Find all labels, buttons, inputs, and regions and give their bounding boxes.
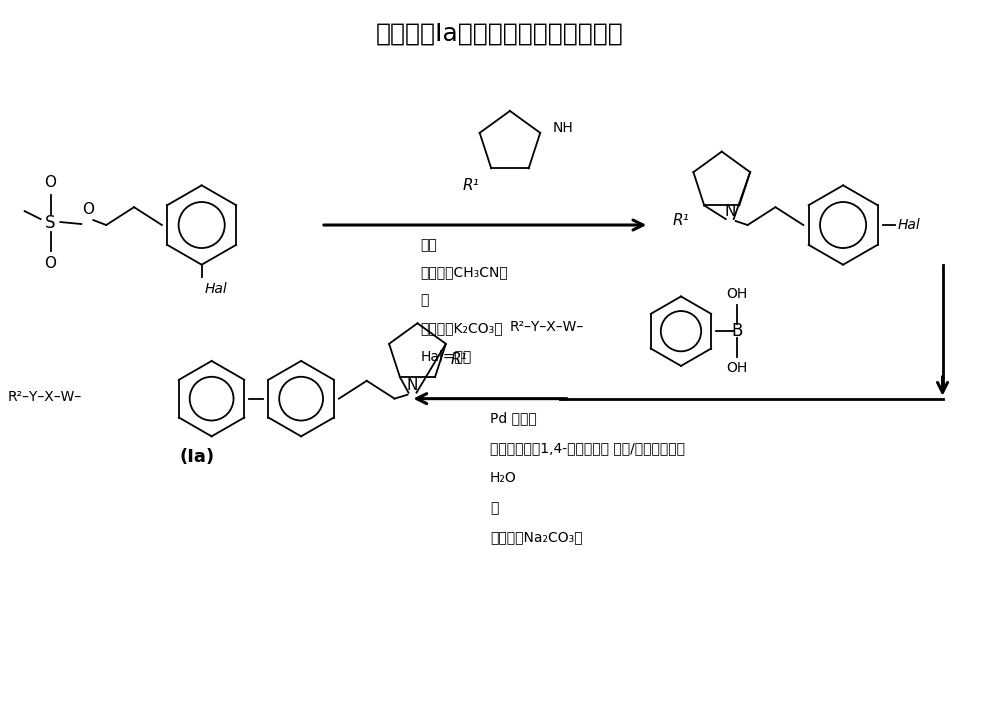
Text: R¹: R¹ (463, 178, 479, 194)
Text: Hal: Hal (898, 218, 921, 232)
Text: 溶剂（例如，1,4-二氧六环， 甲苯/乙醇，甲苯）: 溶剂（例如，1,4-二氧六环， 甲苯/乙醇，甲苯） (490, 441, 685, 455)
Text: OH: OH (726, 361, 747, 375)
Text: 碱: 碱 (490, 501, 498, 515)
Text: H₂O: H₂O (490, 471, 517, 485)
Text: R¹: R¹ (673, 213, 689, 228)
Text: （例如，K₂CO₃）: （例如，K₂CO₃） (420, 321, 503, 335)
Text: OH: OH (726, 287, 747, 301)
Text: S: S (45, 214, 56, 232)
Text: NH: NH (552, 121, 573, 135)
Text: (Ia): (Ia) (179, 448, 214, 467)
Text: 碱: 碱 (420, 294, 429, 308)
Text: O: O (82, 202, 94, 217)
Text: （例如，CH₃CN）: （例如，CH₃CN） (420, 266, 508, 280)
Text: 制备式（Ia）化合物的一般合成方案: 制备式（Ia）化合物的一般合成方案 (376, 22, 624, 45)
Text: O: O (45, 175, 57, 190)
Text: Pd 偶化剂: Pd 偶化剂 (490, 411, 537, 425)
Text: R²–Y–X–W–: R²–Y–X–W– (510, 320, 584, 334)
Text: （例如，Na₂CO₃）: （例如，Na₂CO₃） (490, 530, 583, 545)
Text: Hal=卤素: Hal=卤素 (420, 349, 472, 363)
Text: O: O (45, 256, 57, 271)
Text: 溶剂: 溶剂 (420, 238, 437, 252)
Text: N: N (407, 378, 418, 393)
Text: Hal: Hal (205, 281, 227, 296)
Text: B: B (731, 322, 742, 340)
Text: N: N (724, 204, 735, 219)
Text: R²–Y–X–W–: R²–Y–X–W– (8, 390, 82, 403)
Text: R¹: R¹ (451, 352, 468, 367)
